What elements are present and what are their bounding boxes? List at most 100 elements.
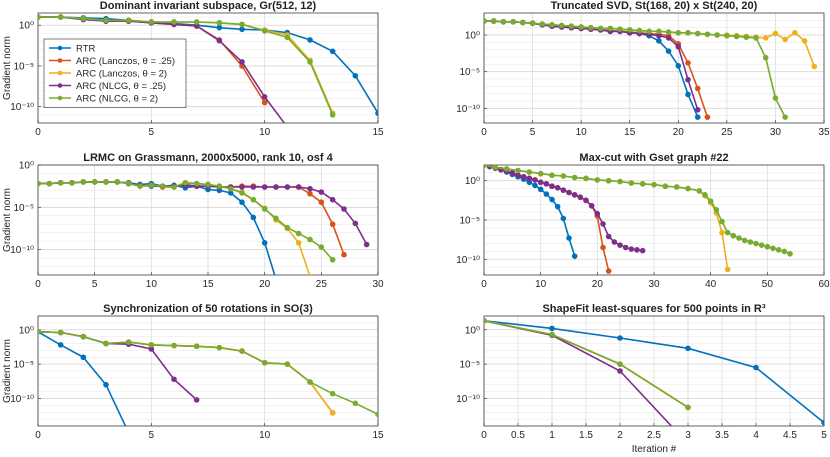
data-point	[665, 35, 672, 41]
data-point	[724, 32, 730, 39]
data-point	[607, 25, 614, 32]
data-point	[588, 203, 595, 209]
data-point	[318, 199, 325, 206]
data-point	[532, 182, 538, 189]
x-tick-label: 10	[576, 127, 588, 138]
data-point	[617, 178, 623, 185]
data-point	[250, 214, 257, 221]
data-point	[515, 167, 521, 174]
data-point	[665, 29, 672, 35]
series-line	[38, 16, 334, 116]
legend-label: ARC (Lanczos, θ = .25)	[76, 56, 175, 67]
data-point	[103, 179, 109, 185]
x-tick-label: 20	[592, 279, 604, 290]
x-tick-label: 10	[146, 279, 158, 290]
data-point	[549, 196, 555, 203]
data-point	[549, 21, 555, 28]
data-point	[537, 179, 544, 186]
subplot-5: 10⁰ 10⁻⁵ 10⁻¹⁰ 0 5 10 15 Synchronization of 50 …	[2, 303, 384, 441]
data-point	[503, 166, 510, 172]
data-point	[352, 400, 359, 407]
legend-marker	[57, 70, 63, 76]
x-tick-label: 5	[149, 430, 155, 441]
data-point	[526, 175, 533, 182]
data-point	[611, 239, 618, 245]
y-tick-label: 10⁻¹⁰	[10, 245, 34, 256]
data-point	[329, 112, 336, 118]
y-tick-label: 10⁰	[19, 325, 34, 336]
data-point	[284, 34, 291, 41]
x-tick-label: 10	[259, 430, 271, 441]
y-tick-label: 10⁰	[19, 161, 34, 172]
x-tick-label: 5	[821, 430, 827, 441]
x-tick-label: 25	[721, 127, 733, 138]
data-point	[80, 354, 87, 361]
data-point	[537, 170, 544, 177]
data-point	[171, 184, 177, 190]
data-point	[193, 19, 200, 25]
data-point	[571, 192, 578, 198]
data-point	[622, 244, 629, 251]
data-point	[329, 221, 336, 228]
data-point	[571, 174, 578, 181]
data-point	[741, 237, 748, 244]
x-tick-label: 4.5	[783, 430, 797, 441]
data-point	[758, 242, 765, 248]
data-point	[583, 175, 589, 182]
subplot-6: 10⁰ 10⁻⁵ 10⁻¹⁰ 0 0.5 1 1.5 2 2.5 3 3.5 4 4.5 5 ShapeFi…	[456, 303, 827, 455]
data-point	[205, 181, 211, 188]
data-point	[665, 48, 672, 54]
data-point	[261, 94, 268, 100]
axes-box	[483, 315, 825, 427]
subplot-3: 10⁰ 10⁻⁵ 10⁻¹⁰ 0 5 10 15 20 25 30 LRMC on Grassman…	[2, 152, 384, 290]
data-point	[239, 21, 245, 28]
data-point	[639, 181, 646, 187]
x-tick-label: 3.5	[715, 430, 729, 441]
x-tick-label: 10	[259, 127, 271, 138]
x-tick-label: 15	[202, 279, 214, 290]
data-point	[171, 19, 177, 25]
y-axis-label: Gradient norm	[2, 36, 13, 100]
x-tick-label: 0	[35, 430, 41, 441]
data-point	[636, 27, 643, 34]
data-point	[694, 114, 701, 120]
x-tick-label: 4	[753, 430, 759, 441]
x-tick-label: 60	[818, 279, 830, 290]
y-axis-label: Gradient norm	[2, 188, 13, 252]
data-point	[239, 184, 245, 190]
axes-box	[37, 315, 379, 427]
y-tick-label: 10⁻¹⁰	[456, 255, 480, 266]
chart-title: Max-cut with Gset graph #22	[579, 152, 728, 164]
data-point	[704, 114, 711, 120]
x-tick-label: 10	[535, 279, 547, 290]
data-point	[193, 180, 200, 187]
data-point	[770, 245, 776, 252]
data-point	[594, 210, 601, 217]
data-point	[80, 179, 87, 185]
data-point	[307, 190, 313, 197]
x-tick-label: 15	[624, 127, 636, 138]
data-point	[685, 345, 691, 352]
data-point	[560, 173, 567, 179]
data-point	[626, 27, 633, 33]
data-point	[730, 232, 737, 239]
data-point	[307, 37, 313, 43]
data-point	[329, 48, 336, 55]
legend-marker	[57, 45, 63, 51]
data-point	[295, 240, 302, 246]
data-point	[216, 183, 223, 189]
x-tick-label: 2.5	[647, 430, 661, 441]
axes-box	[37, 164, 379, 276]
axes-box	[483, 164, 825, 276]
series-group	[484, 165, 793, 274]
series-group	[38, 179, 370, 275]
data-point	[537, 186, 544, 193]
data-point	[772, 95, 779, 101]
data-point	[696, 188, 703, 194]
axes-box	[483, 12, 825, 124]
data-point	[500, 19, 507, 25]
data-point	[719, 229, 725, 236]
x-tick-label: 5	[149, 127, 155, 138]
data-point	[694, 30, 701, 37]
data-point	[762, 35, 769, 41]
